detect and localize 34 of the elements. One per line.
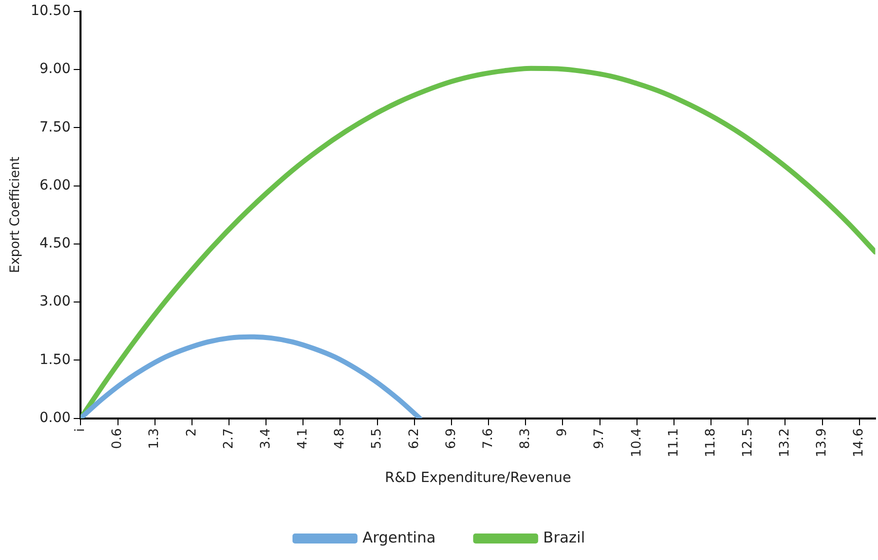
x-tick-label: 9 [555, 428, 570, 437]
x-tick-label: 13.2 [778, 428, 793, 458]
x-tick-label: 9.7 [592, 428, 608, 449]
y-tick-label: 6.00 [40, 177, 71, 194]
x-tick-label: 6.9 [444, 428, 459, 449]
x-tick-label: 1.3 [147, 428, 162, 449]
y-axis-title: Export Coefficient [8, 156, 24, 274]
x-tick-label: 11.1 [666, 428, 682, 458]
x-tick-label: 3.4 [258, 428, 274, 449]
x-tick-label: i [73, 428, 88, 432]
x-tick-label: 0.6 [110, 428, 126, 449]
y-tick-label: 4.50 [40, 236, 71, 252]
y-tick-label: 3.00 [40, 294, 71, 310]
y-tick-label: 9.00 [40, 61, 71, 78]
y-tick-label: 7.50 [40, 119, 71, 136]
y-tick-label: 0.00 [40, 410, 71, 426]
x-tick-label: 6.2 [406, 428, 422, 449]
x-tick-label: 5.5 [370, 428, 385, 449]
legend-label: Brazil [543, 528, 586, 546]
x-tick-label: 4.1 [296, 428, 311, 449]
x-tick-label: 12.5 [740, 428, 756, 458]
x-tick-label: 11.8 [703, 428, 718, 458]
y-tick-label: 1.50 [40, 352, 71, 368]
legend-label: Argentina [362, 528, 436, 546]
x-tick-label: 13.9 [814, 428, 830, 458]
x-tick-label: 2 [184, 428, 200, 437]
x-tick-label: 7.6 [480, 428, 496, 449]
y-tick-label: 10.50 [30, 3, 71, 20]
x-tick-label: 8.3 [518, 428, 534, 449]
x-tick-label: 4.8 [332, 428, 348, 449]
x-axis-title: R&D Expenditure/Revenue [384, 470, 572, 486]
x-tick-label: 14.6 [852, 428, 867, 458]
x-tick-label: 10.4 [629, 428, 644, 458]
x-tick-label: 2.7 [221, 428, 236, 449]
